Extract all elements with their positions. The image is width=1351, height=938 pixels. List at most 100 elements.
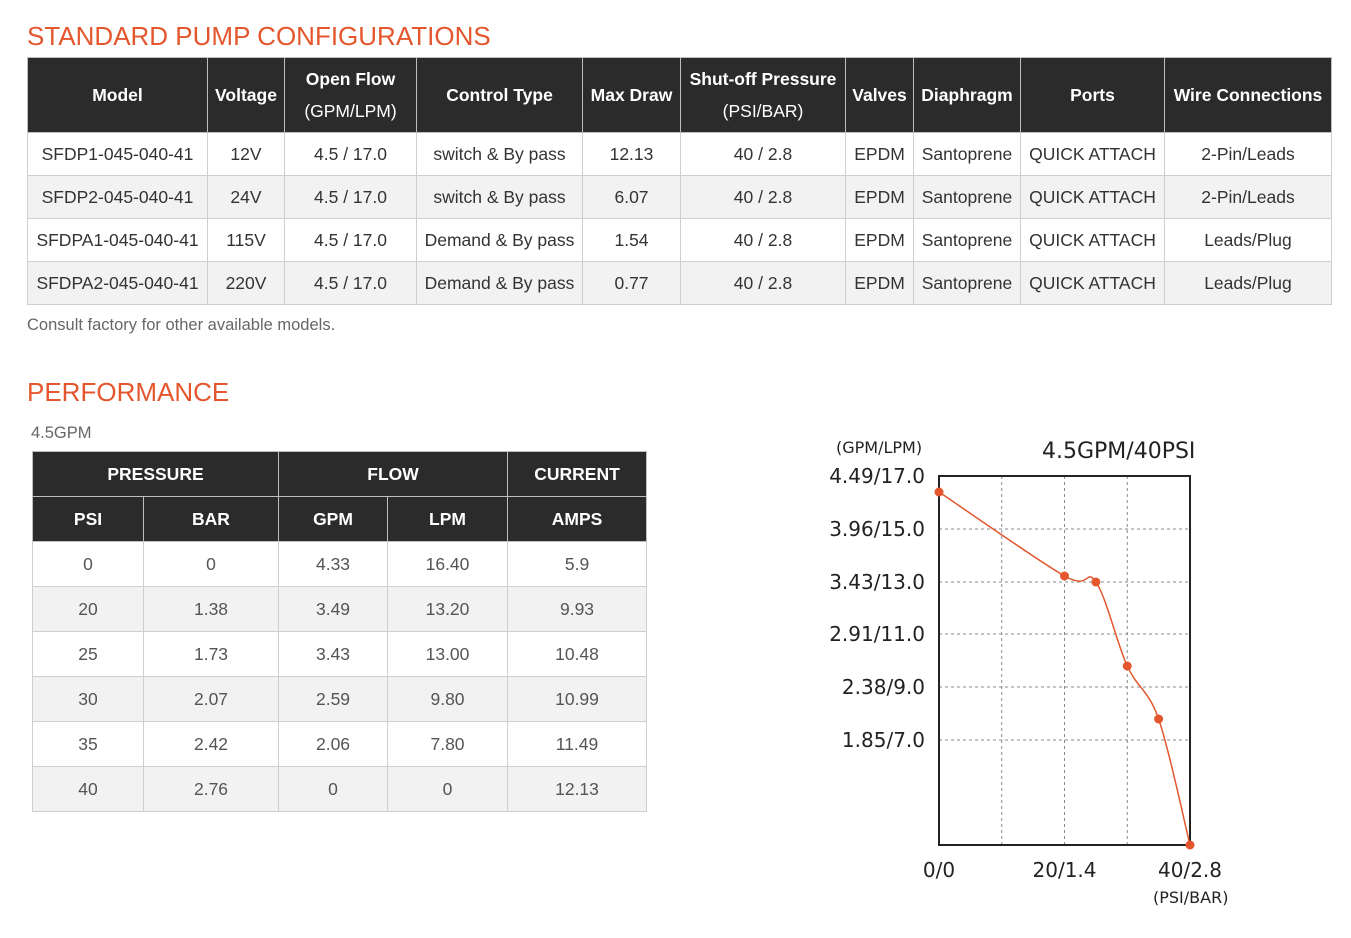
table-row: 25 1.73 3.43 13.00 10.48 [32, 631, 648, 677]
table-cell: 2.76 [143, 766, 279, 812]
performance-table: PRESSURE FLOW CURRENT PSI BAR GPM LPM AM… [32, 451, 648, 812]
table-cell: SFDP1-045-040-41 [27, 132, 208, 176]
table-row: SFDPA2-045-040-41 220V 4.5 / 17.0 Demand & … [27, 261, 1332, 305]
perf-group-header-row: PRESSURE FLOW CURRENT [32, 451, 648, 497]
config-header-wire-connections: Wire Connections [1164, 57, 1332, 133]
header-label: Diaphragm [921, 85, 1013, 105]
x-tick-label: 20/1.4 [1033, 858, 1097, 882]
table-cell: 16.40 [386, 541, 509, 587]
table-cell: QUICK ATTACH [1020, 261, 1165, 305]
header-label: Ports [1070, 85, 1115, 105]
header-bar: BAR [143, 496, 279, 542]
table-row: SFDPA1-045-040-41 115V 4.5 / 17.0 Demand & … [27, 218, 1332, 262]
table-cell: 0.77 [582, 261, 681, 305]
table-cell: 40 / 2.8 [680, 175, 846, 219]
group-header-flow: FLOW [277, 451, 509, 497]
table-cell: 7.80 [386, 721, 509, 767]
table-cell: 115V [207, 218, 285, 262]
config-header-open-flow: Open Flow (GPM/LPM) [284, 57, 417, 133]
table-row: 40 2.76 0 0 12.13 [32, 766, 648, 812]
header-gpm: GPM [278, 496, 388, 542]
perf-header-row: PSI BAR GPM LPM AMPS [32, 496, 648, 542]
table-cell: 4.5 / 17.0 [284, 218, 417, 262]
table-cell: 40 / 2.8 [680, 261, 846, 305]
header-label: Max Draw [590, 85, 673, 105]
data-point [934, 487, 944, 497]
table-cell: 1.73 [143, 631, 279, 677]
group-header-current: CURRENT [507, 451, 648, 497]
config-header-model: Model [27, 57, 208, 133]
table-cell: Demand & By pass [416, 218, 583, 262]
header-label: Shut-off Pressure [689, 69, 837, 89]
data-point [1060, 571, 1069, 581]
table-cell: QUICK ATTACH [1020, 175, 1165, 219]
table-cell: 13.00 [386, 631, 509, 677]
table-row: 0 0 4.33 16.40 5.9 [32, 541, 648, 587]
table-cell: 0 [386, 766, 509, 812]
chart-xlabel: (PSI/BAR) [1153, 888, 1228, 907]
header-label: Valves [852, 85, 907, 105]
table-row: SFDP1-045-040-41 12V 4.5 / 17.0 switch & By… [27, 132, 1332, 176]
table-cell: 3.49 [278, 586, 388, 632]
chart-x-ticks: 0/0 20/1.4 40/2.8 [923, 858, 1222, 882]
table-cell: EPDM [845, 132, 914, 176]
header-lpm: LPM [386, 496, 509, 542]
chart-y-ticks: 4.49/17.0 3.96/15.0 3.43/13.0 2.91/11.0 2.38… [829, 464, 925, 752]
performance-chart: (GPM/LPM) 4.5GPM/40PSI 4.49/17.0 3.96/15.… [829, 438, 1228, 907]
header-unit: (GPM/LPM) [304, 101, 397, 121]
config-header-control-type: Control Type [416, 57, 583, 133]
table-cell: 24V [207, 175, 285, 219]
table-cell: 1.38 [143, 586, 279, 632]
table-row: SFDP2-045-040-41 24V 4.5 / 17.0 switch & By… [27, 175, 1332, 219]
group-header-pressure: PRESSURE [32, 451, 279, 497]
table-cell: 2.06 [278, 721, 388, 767]
table-cell: 4.33 [278, 541, 388, 587]
table-cell: 20 [32, 586, 144, 632]
table-cell: 2.59 [278, 676, 388, 722]
y-tick-label: 3.96/15.0 [829, 517, 925, 541]
x-tick-label: 0/0 [923, 858, 955, 882]
table-cell: Santoprene [913, 175, 1021, 219]
table-cell: 12.13 [507, 766, 648, 812]
data-point [1154, 714, 1164, 724]
table-cell: 220V [207, 261, 285, 305]
chart-points [934, 487, 1195, 850]
table-row: 20 1.38 3.49 13.20 9.93 [32, 586, 648, 632]
table-cell: EPDM [845, 175, 914, 219]
table-cell: QUICK ATTACH [1020, 218, 1165, 262]
config-table: Model Voltage Open Flow (GPM/LPM) Control Ty… [27, 57, 1332, 305]
table-cell: 9.80 [386, 676, 509, 722]
y-tick-label: 2.38/9.0 [842, 675, 925, 699]
table-cell: QUICK ATTACH [1020, 132, 1165, 176]
chart-ylabel: (GPM/LPM) [836, 438, 922, 457]
header-label: Control Type [446, 85, 553, 105]
header-unit: (PSI/BAR) [722, 101, 804, 121]
table-cell: switch & By pass [416, 175, 583, 219]
config-header-ports: Ports [1020, 57, 1165, 133]
table-cell: 35 [32, 721, 144, 767]
header-label: Wire Connections [1173, 85, 1323, 105]
table-cell: Santoprene [913, 132, 1021, 176]
config-note: Consult factory for other available mode… [27, 316, 336, 334]
table-cell: 11.49 [507, 721, 648, 767]
table-cell: SFDPA2-045-040-41 [27, 261, 208, 305]
header-label: Open Flow [305, 69, 396, 89]
chart-frame [938, 475, 1191, 846]
y-tick-label: 4.49/17.0 [829, 464, 925, 488]
table-row: 35 2.42 2.06 7.80 11.49 [32, 721, 648, 767]
table-cell: 12V [207, 132, 285, 176]
table-cell: 3.43 [278, 631, 388, 677]
table-cell: 6.07 [582, 175, 681, 219]
table-cell: 40 [32, 766, 144, 812]
table-cell: Leads/Plug [1164, 261, 1332, 305]
y-tick-label: 2.91/11.0 [829, 622, 925, 646]
table-cell: 30 [32, 676, 144, 722]
table-cell: 4.5 / 17.0 [284, 132, 417, 176]
table-cell: 12.13 [582, 132, 681, 176]
table-cell: 9.93 [507, 586, 648, 632]
table-cell: SFDP2-045-040-41 [27, 175, 208, 219]
data-point [1185, 840, 1195, 850]
performance-title: PERFORMANCE [27, 377, 230, 407]
config-header-voltage: Voltage [207, 57, 285, 133]
table-cell: 2.42 [143, 721, 279, 767]
